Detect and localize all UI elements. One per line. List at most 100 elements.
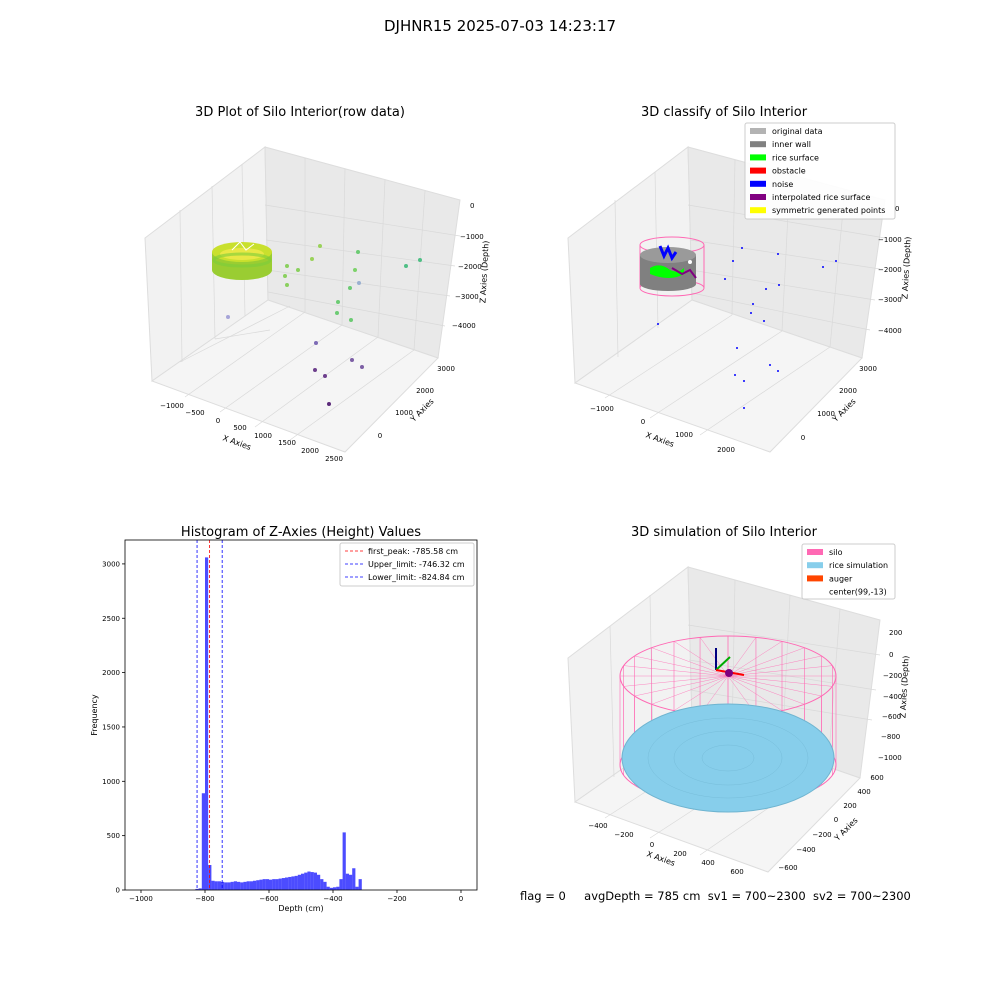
histogram-bar bbox=[294, 875, 298, 890]
x-tick-label: 0 bbox=[459, 895, 463, 903]
y-tick-labels: 0 1000 2000 3000 bbox=[801, 365, 877, 442]
scatter-point bbox=[335, 311, 339, 315]
legend-label: Upper_limit: -746.32 cm bbox=[368, 560, 465, 569]
z-tick: −800 bbox=[881, 733, 900, 741]
legend-label: Lower_limit: -824.84 cm bbox=[368, 573, 465, 582]
noise-point bbox=[777, 370, 779, 372]
histogram-bar bbox=[240, 882, 244, 890]
histogram-bar bbox=[214, 881, 218, 890]
histogram-bar bbox=[249, 881, 253, 890]
noise-point bbox=[734, 374, 736, 376]
x-tick: −500 bbox=[185, 409, 204, 417]
histogram-bar bbox=[272, 879, 276, 890]
scatter-point bbox=[296, 268, 300, 272]
x-tick: 500 bbox=[233, 424, 246, 432]
scatter-point bbox=[313, 368, 317, 372]
legend-label: original data bbox=[772, 127, 823, 136]
y-tick: 2000 bbox=[416, 387, 434, 395]
histogram-bar bbox=[304, 872, 308, 890]
y-tick: −400 bbox=[796, 846, 815, 854]
histogram-bar bbox=[326, 886, 330, 890]
histogram-bar bbox=[205, 557, 209, 890]
noise-point bbox=[732, 260, 734, 262]
x-tick: 200 bbox=[673, 850, 686, 858]
y-tick-labels: 0 1000 2000 3000 bbox=[378, 365, 455, 440]
histogram-bar bbox=[339, 879, 343, 890]
depth-histogram: Histogram of Z-Axies (Height) Values −10… bbox=[90, 525, 478, 913]
z-tick-labels: 200 0 −200 −400 −600 −800 −1000 bbox=[878, 629, 902, 762]
histogram-bar bbox=[227, 882, 231, 890]
histogram-bar bbox=[313, 872, 317, 890]
histogram-bar bbox=[259, 879, 263, 890]
histogram-bar bbox=[345, 873, 349, 890]
x-tick: 1000 bbox=[254, 432, 272, 440]
chart-title: 3D simulation of Silo Interior bbox=[631, 525, 818, 540]
histogram-bar bbox=[285, 877, 289, 890]
histogram-bar bbox=[246, 881, 250, 890]
chart-title: 3D classify of Silo Interior bbox=[641, 105, 808, 120]
legend-swatch bbox=[807, 562, 823, 569]
y-tick: 0 bbox=[834, 816, 838, 824]
legend-label: auger bbox=[829, 574, 853, 583]
x-axis-label: Depth (cm) bbox=[278, 904, 323, 913]
z-tick: −400 bbox=[883, 693, 902, 701]
x-tick-label: −800 bbox=[195, 895, 214, 903]
z-tick: −3000 bbox=[878, 296, 902, 304]
noise-points bbox=[657, 247, 837, 409]
scatter-point bbox=[314, 341, 318, 345]
histogram-bar bbox=[237, 881, 241, 890]
y-tick-label: 2500 bbox=[102, 615, 120, 623]
y-tick: 3000 bbox=[859, 365, 877, 373]
x-tick: −200 bbox=[614, 831, 633, 839]
x-tick-label: −1000 bbox=[129, 895, 153, 903]
noise-point bbox=[736, 347, 738, 349]
z-tick-labels: 0 −1000 −2000 −3000 −4000 bbox=[878, 205, 902, 335]
z-tick: −2000 bbox=[458, 263, 482, 271]
noise-point bbox=[822, 266, 824, 268]
legend-label: interpolated rice surface bbox=[772, 193, 870, 202]
histogram-bar bbox=[253, 880, 257, 890]
noise-point bbox=[657, 323, 659, 325]
z-axis-label: Z Axies (Depth) bbox=[898, 655, 910, 718]
histogram-bar bbox=[333, 887, 337, 890]
y-tick-labels: −600 −400 −200 0 200 400 600 bbox=[778, 774, 883, 872]
scatter-point bbox=[310, 257, 314, 261]
z-tick: 0 bbox=[889, 651, 893, 659]
histogram-bar bbox=[291, 876, 295, 890]
histogram-bar bbox=[256, 880, 260, 890]
legend-swatch bbox=[750, 128, 766, 134]
histogram-bar bbox=[336, 886, 340, 890]
legend-swatch bbox=[750, 141, 766, 148]
x-tick: −400 bbox=[588, 822, 607, 830]
scattered-points bbox=[226, 244, 422, 406]
z-tick: −4000 bbox=[878, 327, 902, 335]
z-tick: 0 bbox=[895, 205, 899, 213]
z-tick: −2000 bbox=[878, 266, 902, 274]
legend-label: noise bbox=[772, 180, 793, 189]
histogram-bar bbox=[297, 874, 301, 890]
z-tick-labels: 0 −1000 −2000 −3000 −4000 bbox=[452, 202, 484, 330]
legend-label: obstacle bbox=[772, 167, 806, 176]
legend-swatch bbox=[807, 549, 823, 555]
histogram-bar bbox=[288, 876, 292, 890]
x-tick-labels: −1000 0 1000 2000 bbox=[590, 405, 735, 454]
x-tick: 400 bbox=[701, 859, 714, 867]
noise-point bbox=[743, 380, 745, 382]
histogram-bar bbox=[230, 881, 234, 890]
scatter-point bbox=[350, 358, 354, 362]
noise-point bbox=[724, 278, 726, 280]
x-tick: 1000 bbox=[675, 431, 693, 439]
floor-pane bbox=[150, 299, 439, 453]
z-tick: −200 bbox=[883, 672, 902, 680]
x-tick: 600 bbox=[730, 868, 743, 876]
x-axis-label: X Axies bbox=[644, 430, 675, 449]
histogram-bar bbox=[301, 873, 305, 890]
x-tick: −1000 bbox=[160, 402, 184, 410]
histogram-bar bbox=[352, 868, 356, 890]
noise-point bbox=[763, 320, 765, 322]
chart-title: Histogram of Z-Axies (Height) Values bbox=[181, 525, 421, 540]
histogram-bar bbox=[211, 880, 215, 890]
noise-point bbox=[741, 247, 743, 249]
scatter-point bbox=[356, 250, 360, 254]
histogram-bar bbox=[278, 878, 282, 890]
